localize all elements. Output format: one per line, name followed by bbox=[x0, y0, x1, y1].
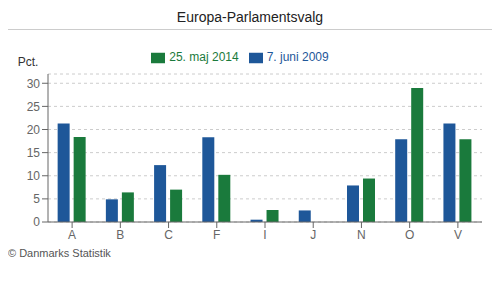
svg-text:I: I bbox=[263, 228, 266, 242]
html-text:25. maj 2014: 25. maj 2014 bbox=[169, 50, 239, 64]
svg-text:Pct.: Pct. bbox=[18, 55, 39, 69]
svg-text:B: B bbox=[116, 228, 124, 242]
svg-text:5: 5 bbox=[33, 192, 40, 206]
html-text:Europa-Parlamentsvalg: Europa-Parlamentsvalg bbox=[176, 9, 324, 25]
svg-text:C: C bbox=[164, 228, 173, 242]
svg-text:10: 10 bbox=[27, 169, 41, 183]
svg-text:J: J bbox=[310, 228, 316, 242]
html-text:© Danmarks Statistik: © Danmarks Statistik bbox=[8, 247, 111, 259]
html-text:7. juni 2009: 7. juni 2009 bbox=[266, 50, 329, 64]
svg-text:30: 30 bbox=[27, 77, 41, 91]
svg-text:O: O bbox=[405, 228, 414, 242]
svg-text:0: 0 bbox=[33, 215, 40, 229]
svg-text:25: 25 bbox=[27, 100, 41, 114]
svg-text:20: 20 bbox=[27, 123, 41, 137]
svg-text:F: F bbox=[213, 228, 220, 242]
svg-text:V: V bbox=[454, 228, 462, 242]
svg-text:A: A bbox=[68, 228, 76, 242]
svg-text:15: 15 bbox=[27, 146, 41, 160]
svg-text:N: N bbox=[357, 228, 366, 242]
